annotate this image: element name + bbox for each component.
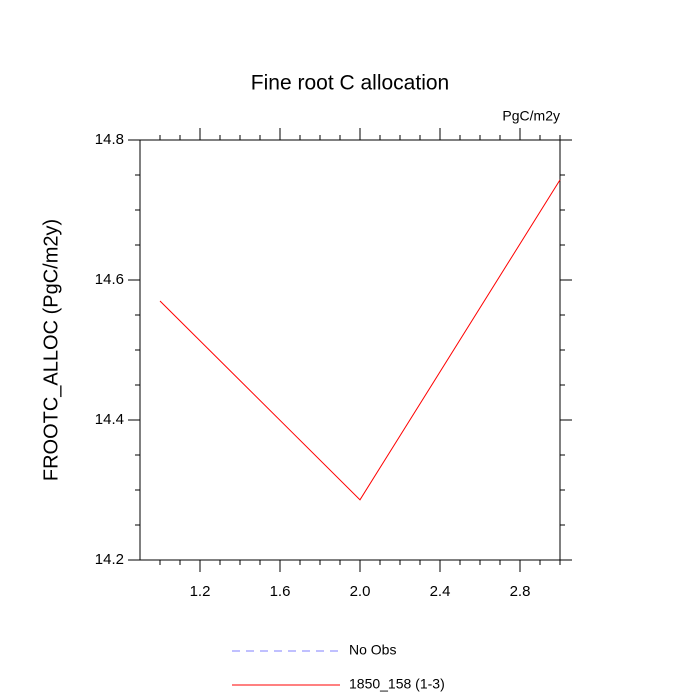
y-axis-label: FROOTC_ALLOC (PgC/m2y)	[40, 219, 62, 481]
x-tick-label: 1.2	[190, 583, 211, 600]
x-tick-label: 2.4	[430, 583, 451, 600]
x-tick-label: 1.6	[270, 583, 291, 600]
y-tick-label: 14.4	[95, 411, 124, 428]
chart-title: Fine root C allocation	[251, 72, 449, 95]
x-tick-label: 2.0	[350, 583, 371, 600]
y-tick-label: 14.2	[95, 551, 124, 568]
x-tick-label: 2.8	[510, 583, 531, 600]
y-tick-label: 14.6	[95, 271, 124, 288]
y-tick-label: 14.8	[95, 131, 124, 148]
units-label: PgC/m2y	[502, 108, 560, 124]
plot-frame	[139, 139, 561, 561]
legend-label: No Obs	[349, 642, 396, 658]
legend-label: 1850_158 (1-3)	[349, 676, 445, 692]
data-line	[159, 179, 561, 501]
